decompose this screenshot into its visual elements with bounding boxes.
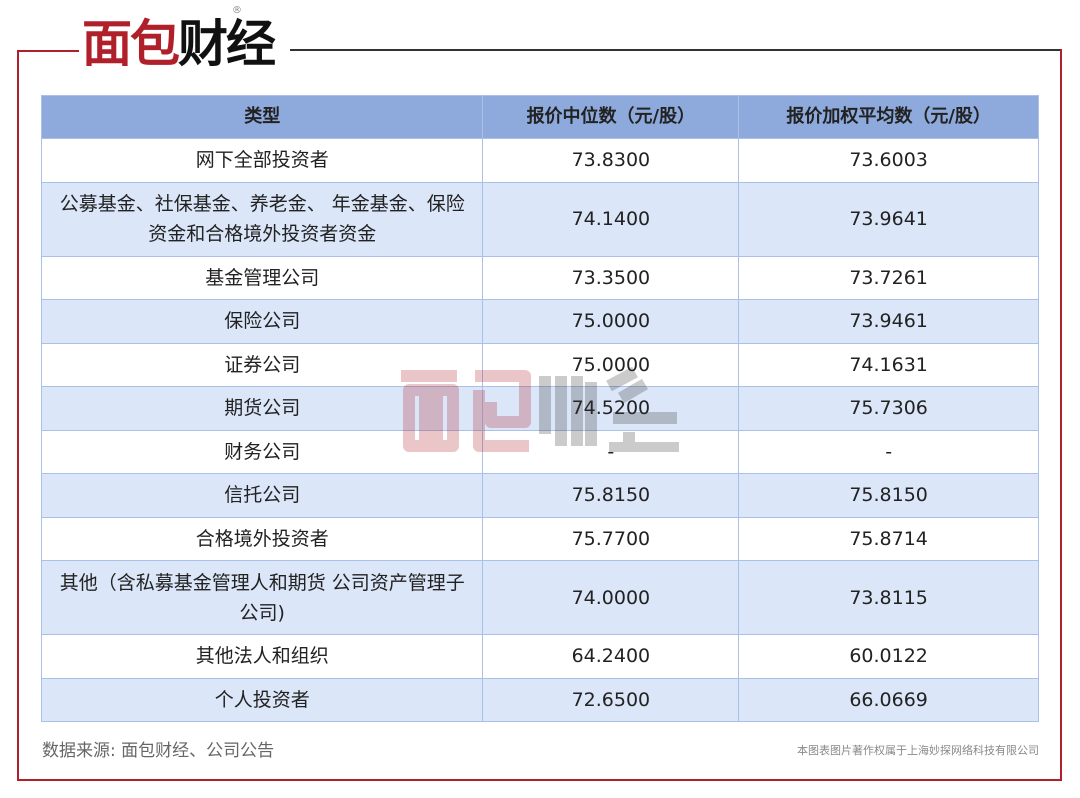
header-type: 类型 [40,95,484,139]
cell-median: 73.8300 [482,138,740,183]
table-row: 其他（含私募基金管理人和期货 公司资产管理子公司) 74.0000 73.8115 [40,560,1039,635]
registered-mark: ® [232,5,242,16]
table-row: 个人投资者 72.6500 66.0669 [40,677,1039,722]
cell-weighted: 75.7306 [738,386,1039,431]
cell-median: 74.5200 [482,386,740,431]
table-row: 公募基金、社保基金、养老金、 年金基金、保险资金和合格境外投资者资金 74.140… [40,181,1039,257]
table-row: 其他法人和组织 64.2400 60.0122 [40,634,1039,679]
cell-weighted: 73.9641 [738,181,1039,257]
cell-type: 期货公司 [40,386,484,431]
cell-type: 网下全部投资者 [40,138,484,183]
cell-type: 信托公司 [40,473,484,518]
logo-red-text: 面包 [82,15,180,73]
frame-border-top [290,49,1062,51]
cell-weighted: 75.8714 [738,516,1039,561]
cell-median: - [482,429,740,474]
cell-type: 证券公司 [40,342,484,387]
cell-weighted: 73.9461 [738,299,1039,344]
frame-border-top-red [17,50,79,52]
header-median: 报价中位数（元/股） [482,95,740,139]
cell-type: 其他（含私募基金管理人和期货 公司资产管理子公司) [40,560,484,635]
table-row: 期货公司 74.5200 75.7306 [40,386,1039,431]
cell-type: 合格境外投资者 [40,516,484,561]
cell-median: 72.6500 [482,677,740,722]
table-row: 保险公司 75.0000 73.9461 [40,299,1039,344]
table-row: 网下全部投资者 73.8300 73.6003 [40,138,1039,183]
cell-type: 财务公司 [40,429,484,474]
cell-median: 74.0000 [482,560,740,635]
frame-border-left [17,50,19,781]
cell-median: 75.8150 [482,473,740,518]
table-row: 合格境外投资者 75.7700 75.8714 [40,516,1039,561]
logo-black-text: 财经 [178,15,276,73]
frame-border-right [1060,49,1062,781]
table-row: 财务公司 - - [40,429,1039,474]
cell-median: 73.3500 [482,255,740,300]
cell-median: 74.1400 [482,181,740,257]
cell-weighted: 73.8115 [738,560,1039,635]
cell-weighted: 73.6003 [738,138,1039,183]
table-row: 证券公司 75.0000 74.1631 [40,342,1039,387]
cell-median: 64.2400 [482,634,740,679]
table-row: 基金管理公司 73.3500 73.7261 [40,255,1039,300]
cell-median: 75.0000 [482,299,740,344]
cell-type: 保险公司 [40,299,484,344]
watermark-caption: 本图表图片著作权属于上海妙探网络科技有限公司 [797,744,1039,757]
table-header-row: 类型 报价中位数（元/股） 报价加权平均数（元/股） [40,95,1039,139]
cell-median: 75.7700 [482,516,740,561]
cell-weighted: 74.1631 [738,342,1039,387]
quote-table: 类型 报价中位数（元/股） 报价加权平均数（元/股） 网下全部投资者 73.830… [40,95,1039,722]
table-row: 信托公司 75.8150 75.8150 [40,473,1039,518]
cell-weighted: 73.7261 [738,255,1039,300]
cell-weighted: - [738,429,1039,474]
cell-type: 公募基金、社保基金、养老金、 年金基金、保险资金和合格境外投资者资金 [40,181,484,257]
cell-type: 基金管理公司 [40,255,484,300]
header-weighted: 报价加权平均数（元/股） [738,95,1039,139]
cell-type: 个人投资者 [40,677,484,722]
cell-type: 其他法人和组织 [40,634,484,679]
cell-weighted: 66.0669 [738,677,1039,722]
source-note: 数据来源: 面包财经、公司公告 [42,741,275,761]
cell-weighted: 75.8150 [738,473,1039,518]
brand-logo: 面包财经 ® [82,6,276,74]
frame-border-bottom [17,779,1062,781]
cell-weighted: 60.0122 [738,634,1039,679]
cell-median: 75.0000 [482,342,740,387]
